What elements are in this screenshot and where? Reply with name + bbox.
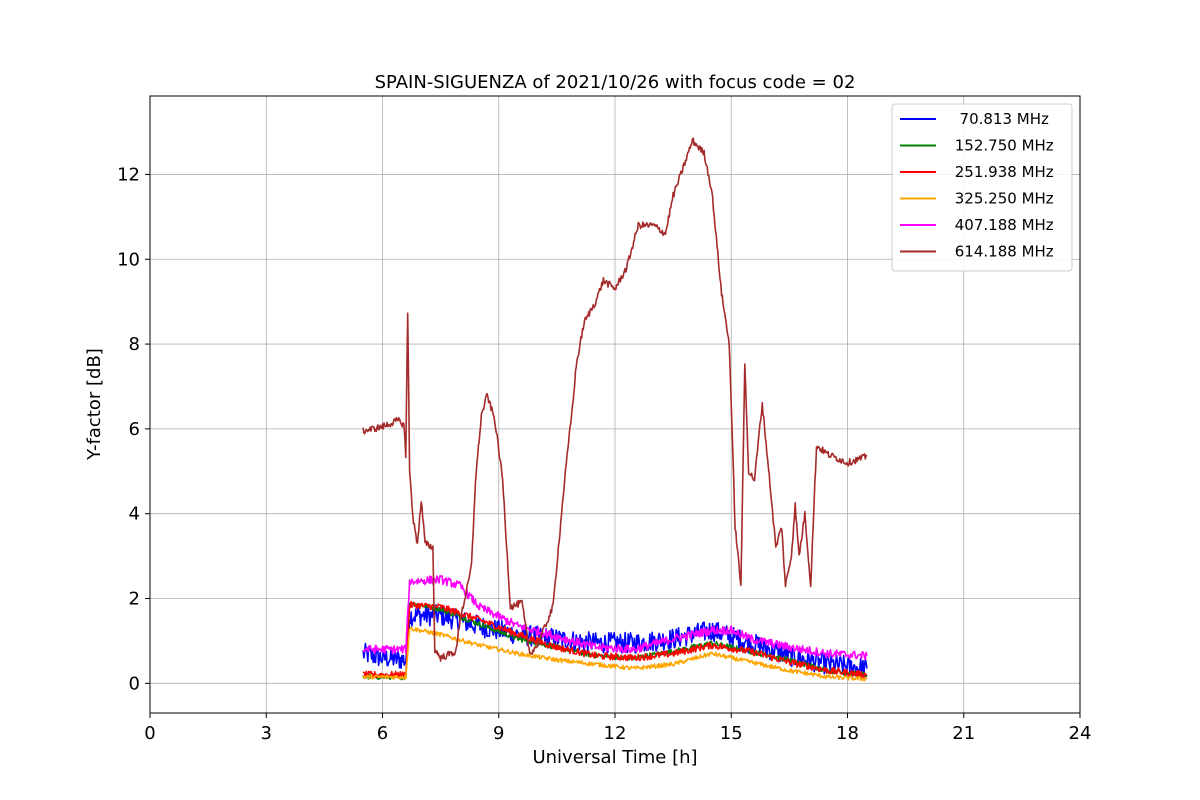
x-tick-label: 15 — [720, 723, 743, 744]
x-tick-label: 24 — [1069, 723, 1092, 744]
x-tick-label: 12 — [604, 723, 627, 744]
legend-label: 152.750 MHz — [950, 137, 1054, 155]
x-tick-label: 0 — [144, 723, 155, 744]
x-tick-label: 6 — [377, 723, 388, 744]
legend-label: 251.938 MHz — [950, 163, 1054, 181]
series-line — [362, 575, 868, 661]
y-axis-label: Y-factor [dB] — [84, 348, 105, 461]
series-line — [362, 137, 868, 662]
x-tick-label: 18 — [836, 723, 859, 744]
x-axis-label: Universal Time [h] — [532, 747, 697, 768]
chart-title: SPAIN-SIGUENZA of 2021/10/26 with focus … — [375, 72, 856, 93]
y-tick-label: 10 — [117, 249, 140, 270]
x-tick-label: 9 — [493, 723, 504, 744]
y-tick-label: 4 — [129, 504, 140, 525]
y-tick-label: 0 — [129, 673, 140, 694]
legend-label: 70.813 MHz — [950, 110, 1049, 128]
legend-label: 407.188 MHz — [950, 216, 1054, 234]
series-line — [362, 604, 868, 679]
series-line — [362, 626, 868, 682]
legend-box — [891, 103, 1073, 272]
y-tick-label: 6 — [129, 419, 140, 440]
legend-label: 614.188 MHz — [950, 243, 1054, 261]
y-tick-label: 2 — [129, 589, 140, 610]
x-tick-label: 21 — [952, 723, 975, 744]
x-tick-label: 3 — [261, 723, 272, 744]
y-axis: 0 2 4 6 8 10 12 — [117, 164, 150, 694]
y-tick-label: 12 — [117, 164, 140, 185]
legend: 70.813 MHz 152.750 MHz 251.938 MHz 325.2… — [891, 103, 1073, 272]
y-tick-label: 8 — [129, 334, 140, 355]
plot-clip-group — [362, 137, 868, 682]
series-line — [362, 600, 868, 679]
x-axis: 0 3 6 9 12 15 18 21 24 — [144, 713, 1091, 744]
legend-label: 325.250 MHz — [950, 190, 1054, 208]
